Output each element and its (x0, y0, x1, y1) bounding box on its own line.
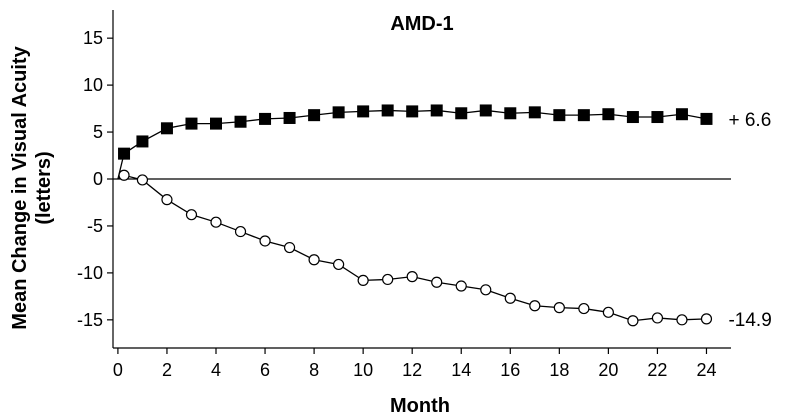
x-axis-label: Month (390, 395, 450, 417)
series-1-circle-marker (308, 254, 320, 266)
y-tick-label: -15 (77, 310, 103, 330)
y-axis-label-line1: Mean Change in Visual Acuity (9, 45, 31, 329)
series-1-circle-marker (234, 225, 247, 238)
series-1-circle-marker (357, 274, 369, 286)
series-1-circle-marker (333, 258, 345, 271)
x-tick-label: 18 (549, 360, 569, 380)
y-tick-label: 15 (83, 28, 103, 48)
series-0-square-marker (283, 111, 296, 124)
series-1-circle-marker (700, 313, 713, 325)
x-tick-label: 8 (309, 360, 319, 380)
series-1-circle-marker (161, 194, 173, 206)
series-0-square-marker (675, 108, 688, 121)
y-tick-label: 5 (93, 122, 103, 142)
series-0-square-marker (528, 106, 541, 119)
series-0-square-marker (430, 104, 443, 117)
series-1-circle-marker (504, 292, 516, 304)
series-0-square-marker (160, 122, 173, 135)
series-1-circle-marker (602, 306, 614, 318)
y-tick-label: -5 (87, 216, 103, 236)
chart-title: AMD-1 (390, 13, 453, 35)
x-tick-label: 16 (500, 360, 520, 380)
series-1-circle-marker (185, 209, 198, 221)
series-0-square-marker (185, 117, 198, 130)
series-1-circle-marker (136, 174, 149, 186)
x-tick-label: 6 (260, 360, 270, 380)
series-0-square-marker (626, 111, 639, 124)
series-1-circle-marker (283, 241, 296, 254)
series-1-circle-marker (480, 284, 492, 296)
series-0-square-marker (479, 104, 492, 117)
y-tick-label: 10 (83, 75, 103, 95)
y-axis-label: Mean Change in Visual Acuity (letters) (9, 45, 55, 329)
series-0-square-marker (136, 135, 149, 148)
series-0-square-marker (332, 106, 345, 119)
series-0-line (117, 109, 707, 180)
series-1-line (117, 174, 707, 322)
series-0-square-marker (381, 104, 394, 117)
x-tick-label: 4 (211, 360, 221, 380)
y-axis-label-line2: (letters) (33, 151, 55, 224)
series-0-square-marker (651, 111, 664, 124)
y-tick-label: -10 (77, 263, 103, 283)
x-tick-label: 2 (162, 360, 172, 380)
series-0-square-marker (357, 105, 370, 118)
series-0-square-marker (234, 115, 247, 128)
x-tick-label: 20 (598, 360, 618, 380)
series-1-circle-marker (259, 235, 271, 247)
series-1-circle-marker (406, 271, 418, 283)
series-1-end-value-label: -14.9 (728, 310, 771, 331)
series-1-circle-marker (578, 302, 590, 315)
series-1-circle-marker (118, 169, 130, 181)
series-0-square-marker (602, 108, 615, 121)
series-1-circle-marker (529, 300, 541, 312)
x-tick-label: 10 (353, 360, 373, 380)
series-0-square-marker (553, 109, 566, 122)
series-1-circle-marker (627, 315, 639, 327)
series-0-square-marker (210, 117, 222, 130)
series-0-square-marker (577, 109, 590, 122)
series-0-square-marker (700, 112, 713, 125)
x-tick-label: 14 (451, 360, 471, 380)
series-1-circle-marker (676, 314, 688, 326)
series-0-end-value-label: + 6.6 (728, 110, 771, 131)
series-1-circle-marker (651, 312, 664, 324)
series-0-square-marker (406, 105, 419, 118)
series-1-circle-marker (210, 216, 222, 228)
x-tick-label: 0 (113, 360, 123, 380)
y-tick-label: 0 (93, 169, 103, 189)
series-0-square-marker (504, 107, 517, 120)
series-1-circle-marker (553, 302, 565, 314)
x-tick-label: 22 (647, 360, 667, 380)
x-tick-label: 12 (402, 360, 422, 380)
series-0-square-marker (308, 109, 321, 122)
series-0-square-marker (259, 112, 272, 125)
x-tick-label: 24 (696, 360, 716, 380)
series-1-circle-marker (455, 280, 467, 292)
series-0-square-marker (118, 147, 131, 160)
series-0-square-marker (455, 107, 468, 120)
series-1-circle-marker (382, 273, 394, 286)
series-1-circle-marker (431, 276, 443, 288)
